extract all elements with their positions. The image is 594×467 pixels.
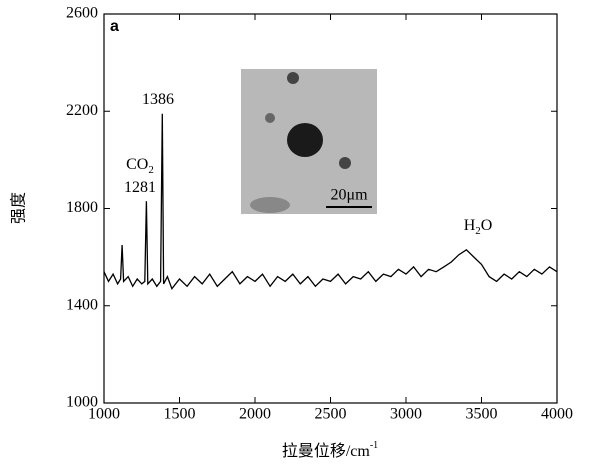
y-tick-label: 2200 (66, 102, 98, 119)
annotation-text: 1281 (124, 179, 156, 196)
inset-photo (241, 69, 377, 214)
annotation-sub: 2 (148, 164, 154, 176)
y-tick-label: 2600 (66, 5, 98, 22)
x-tick-label: 4000 (541, 406, 573, 423)
x-tick-label: 2000 (239, 406, 271, 423)
x-axis-label-main: 拉曼位移/cm (282, 442, 371, 460)
y-tick-label: 1800 (66, 199, 98, 216)
x-tick-label: 3000 (390, 406, 422, 423)
panel-label: a (110, 18, 119, 35)
x-tick-label: 1000 (88, 406, 120, 423)
annotation-sub: 2 (475, 225, 481, 237)
annotation-text: 1386 (142, 91, 174, 108)
annotation: 1281 (124, 179, 156, 196)
annotation: 1386 (142, 91, 174, 108)
inset-scale: 20μm (330, 187, 368, 204)
y-tick-label: 1400 (66, 296, 98, 313)
x-axis-label: 拉曼位移/cm-1 (282, 440, 378, 459)
y-axis-label: 强度 (10, 192, 28, 224)
x-tick-label: 1500 (164, 406, 196, 423)
x-axis-label-sup: -1 (370, 440, 378, 451)
y-tick-label: 1000 (66, 394, 98, 411)
spectrum-line (103, 113, 558, 291)
annotation-rest: O (481, 217, 493, 234)
annotation: CO2 (126, 156, 154, 176)
x-tick-label: 2500 (315, 406, 347, 423)
annotation: H2O (464, 217, 493, 237)
annotation-text: H (464, 217, 476, 234)
annotation-text: CO (126, 156, 148, 173)
x-tick-label: 3500 (466, 406, 498, 423)
